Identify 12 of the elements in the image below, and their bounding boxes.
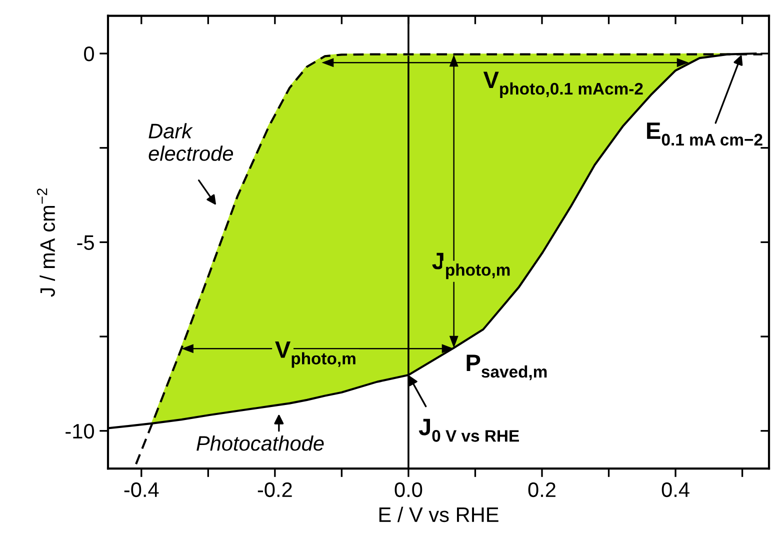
x-tick-label: 0.0 — [394, 482, 422, 498]
x-tick-label: -0.2 — [258, 482, 292, 498]
y-tick-label: -10 — [66, 424, 94, 439]
x-tick-label: -0.4 — [124, 482, 159, 498]
y-tick-label: 0 — [84, 46, 94, 62]
y-tick-label: -5 — [77, 235, 94, 250]
x-axis-title: E / V vs RHE — [379, 506, 498, 522]
x-tick-label: 0.2 — [528, 482, 556, 498]
annotation: Dark electrode — [148, 123, 233, 161]
x-tick-label: 0.4 — [662, 482, 690, 498]
annotation: Photocathode — [196, 435, 324, 451]
y-axis-title: J / mA cm$^{−2}$ — [36, 188, 55, 297]
